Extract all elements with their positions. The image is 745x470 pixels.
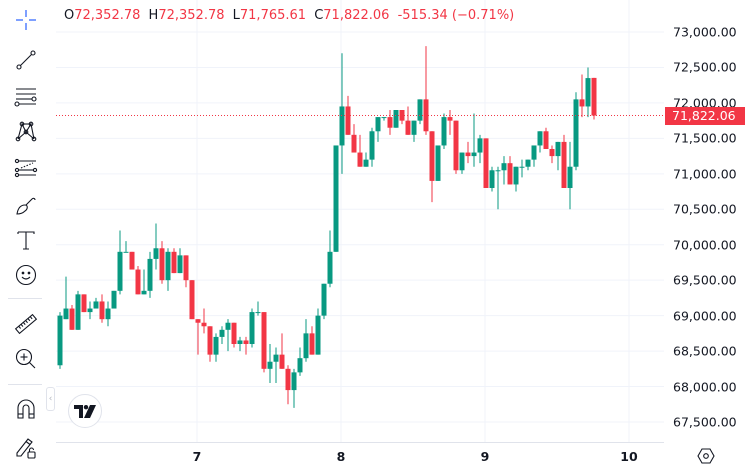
time-tick-label: 7 xyxy=(192,449,202,464)
lock-drawings-icon xyxy=(16,438,36,459)
low-label: L xyxy=(232,8,240,23)
price-tick-label: 70,000.00 xyxy=(673,237,737,253)
lock-drawings-button[interactable] xyxy=(8,431,44,463)
pattern-tool-button[interactable] xyxy=(8,115,44,147)
emoji-tool-button[interactable] xyxy=(8,259,44,291)
price-tick-label: 73,000.00 xyxy=(673,24,737,40)
zoom-in-icon xyxy=(15,348,36,369)
low-value: 71,765.61 xyxy=(239,8,307,23)
toolbar-divider xyxy=(8,298,42,299)
open-label: O xyxy=(64,8,75,23)
tradingview-logo[interactable] xyxy=(68,394,102,428)
chevron-left-icon: ‹ xyxy=(48,394,53,404)
time-tick-label: 10 xyxy=(620,449,638,464)
trend-line-icon xyxy=(16,50,36,70)
ruler-icon xyxy=(14,313,38,335)
magnet-icon xyxy=(17,399,35,419)
toolbar-divider xyxy=(8,384,42,385)
time-tick-label: 9 xyxy=(480,449,490,464)
high-value: 72,352.78 xyxy=(158,8,225,23)
xabcd-pattern-icon xyxy=(15,121,37,142)
candlestick-chart xyxy=(56,0,664,442)
last-price-badge: 71,822.06 xyxy=(665,106,745,125)
chart-pane[interactable] xyxy=(56,0,664,442)
crosshair-tool-button[interactable] xyxy=(8,4,44,36)
trend-line-tool-button[interactable] xyxy=(8,44,44,76)
ruler-tool-button[interactable] xyxy=(8,308,44,340)
high-label: H xyxy=(148,8,159,23)
chart-settings-button[interactable] xyxy=(696,446,716,466)
price-tick-label: 70,500.00 xyxy=(673,201,737,217)
tradingview-logo-icon xyxy=(74,404,96,418)
crosshair-icon xyxy=(16,10,36,30)
fib-retracement-tool-button[interactable] xyxy=(8,80,44,112)
price-tick-label: 68,500.00 xyxy=(673,343,737,359)
brush-icon xyxy=(16,197,36,215)
fib-retracement-icon xyxy=(14,88,37,107)
drawing-toolbar xyxy=(0,0,52,470)
prediction-measure-icon xyxy=(14,158,38,178)
price-tick-label: 71,000.00 xyxy=(673,166,737,182)
zoom-in-tool-button[interactable] xyxy=(8,343,44,375)
price-tick-label: 69,000.00 xyxy=(673,308,737,324)
time-axis[interactable]: 7 8 9 10 xyxy=(56,442,664,470)
time-tick-label: 8 xyxy=(336,449,346,464)
magnet-tool-button[interactable] xyxy=(8,393,44,425)
price-axis[interactable]: 73,000.00 72,500.00 72,000.00 71,500.00 71,0… xyxy=(664,0,745,442)
close-label: C xyxy=(314,8,324,23)
close-value: 71,822.06 xyxy=(323,8,390,23)
open-value: 72,352.78 xyxy=(74,8,141,23)
price-tick-label: 71,500.00 xyxy=(673,130,737,146)
emoji-icon xyxy=(15,264,37,286)
brush-tool-button[interactable] xyxy=(8,189,44,221)
text-tool-button[interactable] xyxy=(8,224,44,256)
price-tick-label: 68,000.00 xyxy=(673,379,737,395)
ohlc-legend: O72,352.78 H72,352.78 L71,765.61 C71,822… xyxy=(64,8,514,23)
prediction-tool-button[interactable] xyxy=(8,152,44,184)
price-tick-label: 69,500.00 xyxy=(673,272,737,288)
text-icon xyxy=(17,231,35,250)
price-tick-label: 67,500.00 xyxy=(673,414,737,430)
change-value: -515.34 (−0.71%) xyxy=(397,8,515,23)
settings-gear-icon xyxy=(697,448,715,464)
toolbar-collapse-handle[interactable]: ‹ xyxy=(46,387,55,411)
price-tick-label: 72,500.00 xyxy=(673,59,737,75)
